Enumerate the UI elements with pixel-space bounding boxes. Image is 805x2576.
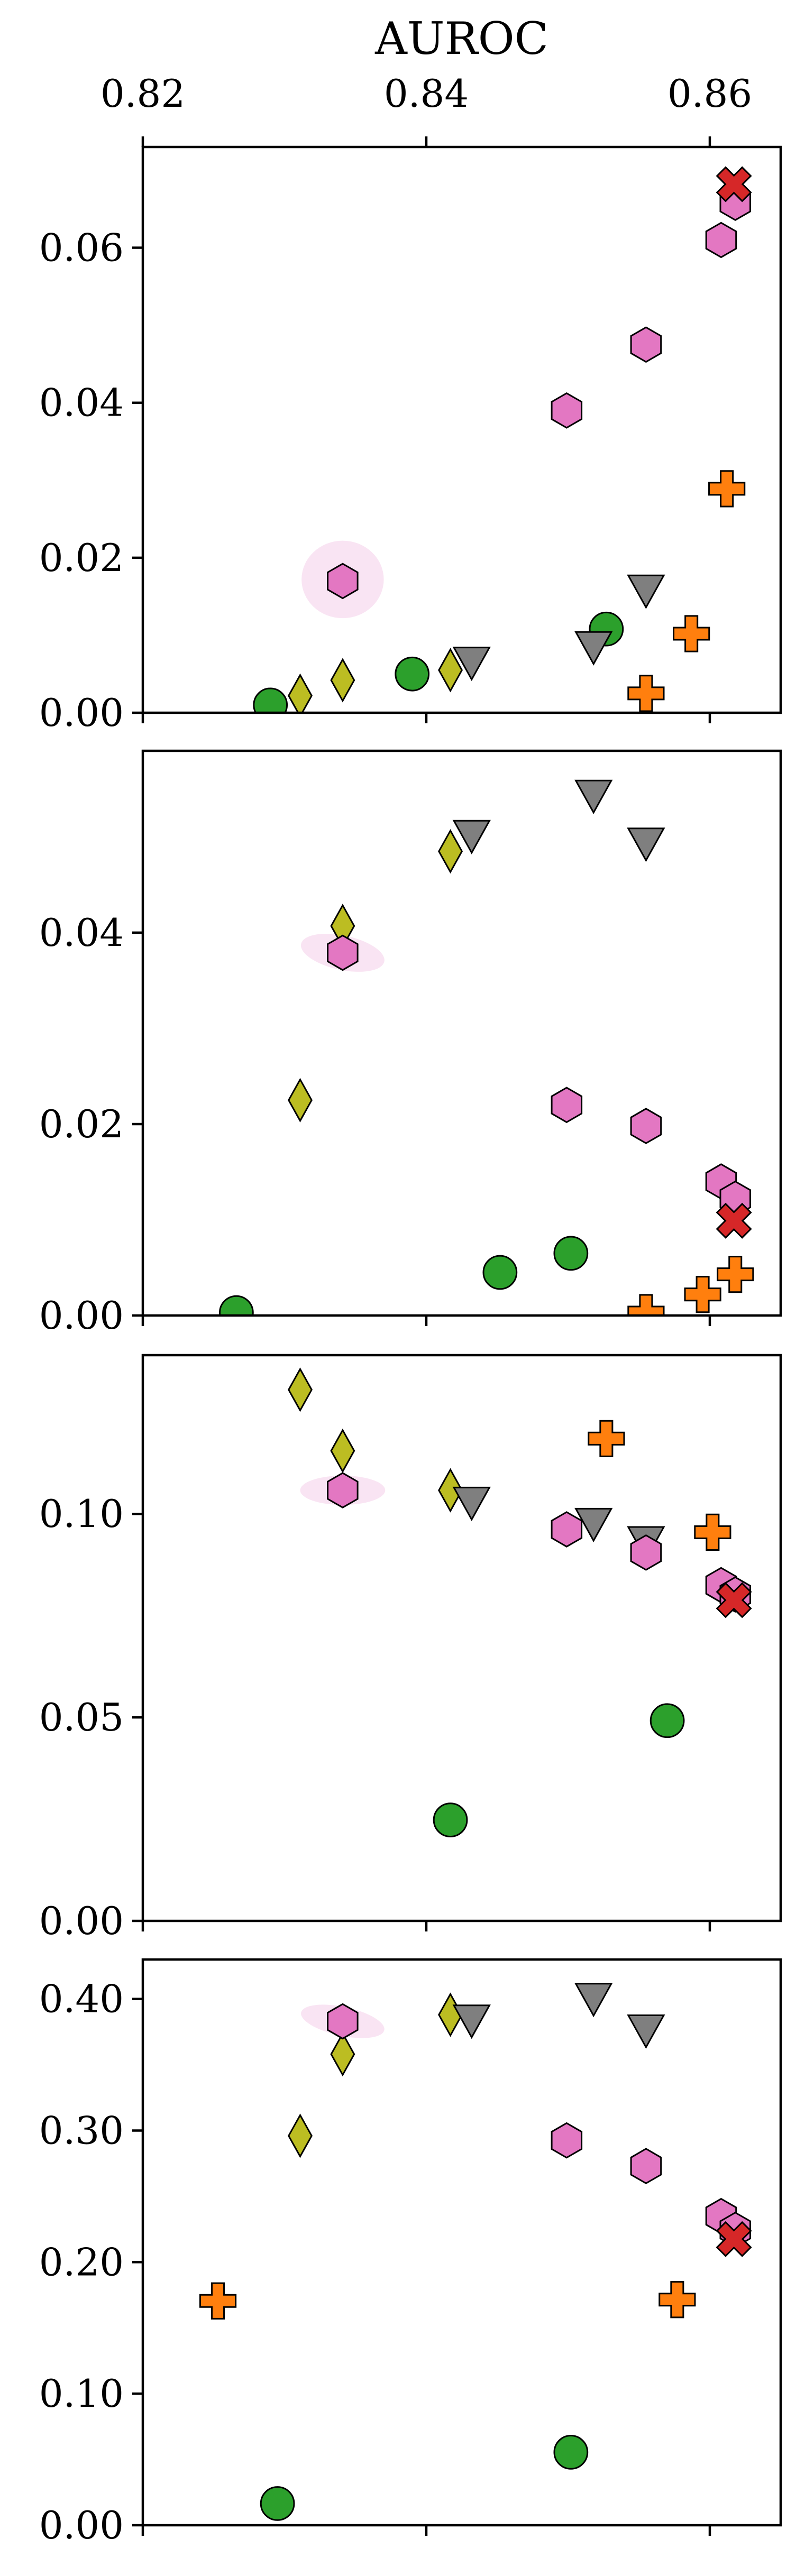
point-triangle-down: [574, 779, 613, 814]
panel-1: 0.00 0.02 0.04 0.06: [39, 136, 782, 735]
y-tick-label: 0.04: [39, 381, 124, 425]
y-tick-label: 0.02: [39, 1102, 124, 1146]
panel-2: 0.00 0.02 0.04: [39, 749, 782, 1338]
point-hexagon: [327, 934, 359, 971]
point-hexagon: [630, 1534, 662, 1571]
y-tick-label: 0.10: [39, 1492, 124, 1536]
point-x: [716, 1582, 752, 1618]
point-hexagon: [705, 222, 737, 259]
point-circle: [650, 1703, 685, 1738]
point-diamond: [288, 673, 313, 713]
point-plus: [684, 1276, 721, 1313]
x-axis-title: AUROC: [374, 13, 548, 65]
point-plus: [588, 1420, 625, 1457]
point-circle: [219, 1295, 254, 1315]
point-hexagon: [327, 563, 359, 600]
point-diamond: [330, 1428, 355, 1474]
point-hexagon: [551, 1511, 583, 1548]
plot-frame: [141, 749, 782, 1317]
point-x: [716, 166, 752, 203]
panel-4: 0.00 0.10 0.20 0.30 0.40: [39, 1958, 782, 2547]
point-diamond: [438, 1468, 463, 1513]
x-tick-label: 0.86: [667, 71, 752, 116]
point-plus: [658, 2281, 696, 2319]
point-diamond: [330, 658, 355, 703]
point-diamond: [330, 2032, 355, 2077]
plot-frame: [141, 145, 782, 714]
point-triangle-down: [452, 1486, 491, 1521]
point-triangle-down: [627, 2014, 665, 2049]
y-tick-label: 0.30: [39, 2108, 124, 2152]
point-diamond: [438, 648, 463, 693]
y-tick-label: 0.00: [39, 691, 124, 735]
point-hexagon: [630, 326, 662, 363]
y-tick-label: 0.06: [39, 226, 124, 270]
point-triangle-down: [452, 647, 491, 682]
markers: [253, 166, 752, 713]
point-diamond: [288, 1367, 313, 1412]
y-tick-label: 0.00: [39, 2503, 124, 2547]
point-plus: [717, 1256, 754, 1293]
point-plus: [199, 2282, 237, 2320]
point-triangle-down: [452, 2004, 491, 2039]
point-triangle-down: [574, 1507, 613, 1542]
plot-frame: [141, 1354, 782, 1922]
point-hexagon: [630, 1108, 662, 1144]
point-diamond: [288, 2113, 313, 2158]
y-tick-label: 0.40: [39, 1977, 124, 2021]
point-triangle-down: [574, 631, 613, 666]
point-hexagon: [551, 2122, 583, 2159]
x-tick-label: 0.84: [384, 71, 469, 116]
markers: [199, 1983, 752, 2521]
point-triangle-down: [627, 827, 665, 862]
panel-3: 0.00 0.05 0.10: [39, 1354, 782, 1943]
point-triangle-down: [574, 1983, 613, 2018]
y-tick-label: 0.04: [39, 910, 124, 955]
point-diamond: [288, 1078, 313, 1123]
y-tick-label: 0.10: [39, 2371, 124, 2416]
point-hexagon: [327, 1472, 359, 1508]
point-plus: [708, 470, 746, 508]
point-circle: [260, 2486, 295, 2521]
point-diamond: [438, 829, 463, 874]
point-x: [716, 2221, 752, 2257]
y-tick-label: 0.05: [39, 1695, 124, 1740]
markers: [219, 779, 754, 1315]
panels: 0.00 0.02 0.04 0.06 0.00 0.02 0.04 0.00 0.05 0.10…: [39, 136, 782, 2547]
x-tick-label: 0.82: [100, 71, 185, 116]
y-tick-label: 0.00: [39, 1899, 124, 1943]
point-triangle-down: [452, 820, 491, 854]
point-x: [716, 1202, 752, 1239]
point-hexagon: [630, 2148, 662, 2185]
point-circle: [553, 1236, 589, 1271]
point-circle: [553, 2435, 589, 2470]
point-hexagon: [327, 2003, 359, 2040]
point-circle: [482, 1255, 518, 1290]
y-tick-label: 0.20: [39, 2240, 124, 2284]
point-hexagon: [551, 1087, 583, 1124]
point-circle: [395, 656, 430, 692]
plot-frame: [141, 1958, 782, 2527]
point-circle: [433, 1802, 468, 1837]
point-plus: [673, 615, 710, 652]
point-plus: [627, 1294, 665, 1315]
y-tick-label: 0.00: [39, 1293, 124, 1338]
point-hexagon: [551, 392, 583, 429]
point-plus: [627, 675, 665, 712]
y-tick-label: 0.02: [39, 536, 124, 580]
point-plus: [694, 1513, 731, 1551]
point-circle: [253, 687, 288, 713]
point-triangle-down: [627, 574, 665, 609]
markers: [288, 1367, 752, 1837]
